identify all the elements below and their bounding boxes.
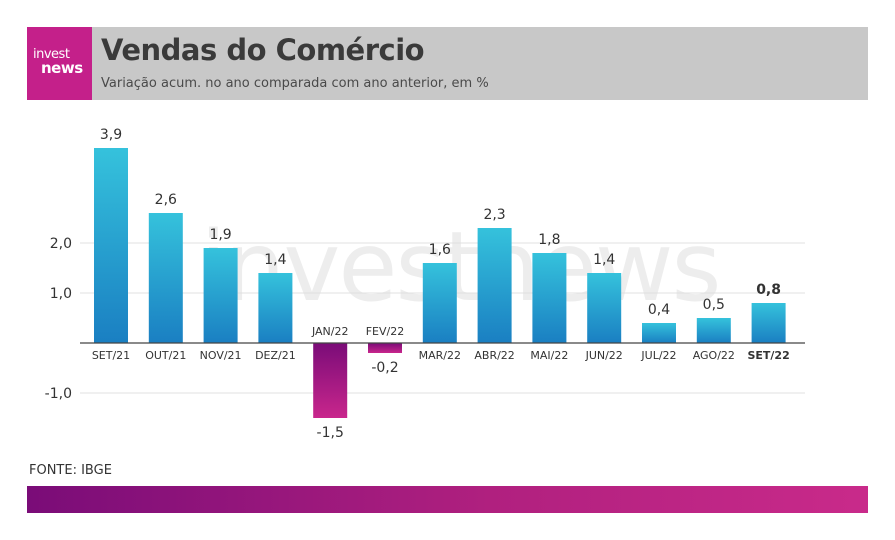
bar-dez-21 (258, 273, 293, 343)
category-label: JUN/22 (585, 349, 623, 362)
bar-jul-22 (642, 323, 676, 343)
investnews-logo: invest news (27, 27, 92, 100)
bar-jan-22 (313, 343, 348, 418)
bars (94, 148, 786, 418)
value-label: 2,6 (155, 192, 177, 208)
value-label: 1,9 (209, 227, 231, 243)
value-label: 0,4 (648, 302, 670, 318)
bar-out-21 (148, 213, 183, 343)
logo-text-invest: invest (33, 47, 70, 62)
category-label: MAI/22 (530, 349, 568, 362)
value-label: -1,5 (317, 425, 344, 441)
category-label: FEV/22 (366, 325, 405, 338)
category-label: NOV/21 (200, 349, 242, 362)
bar-set-21 (94, 148, 128, 343)
value-labels: 3,9 2,6 1,9 1,4 -1,5 -0,2 1,6 2,3 1,8 1,4 0,4 0,5 0,… (100, 127, 781, 441)
value-label: 3,9 (100, 127, 122, 143)
category-label: SET/22 (747, 349, 789, 362)
logo-text-news: news (41, 59, 83, 77)
bar-ago-22 (696, 318, 731, 343)
value-label: 1,8 (538, 232, 560, 248)
value-label: 0,5 (703, 297, 725, 313)
category-label: AGO/22 (693, 349, 735, 362)
y-tick-label: 1,0 (50, 286, 72, 302)
chart-header: invest news Vendas do Comércio Variação … (27, 27, 868, 100)
bar-jun-22 (587, 273, 622, 343)
chart-title: Vendas do Comércio (101, 33, 425, 67)
category-label: JAN/22 (311, 325, 349, 338)
category-label: MAR/22 (419, 349, 461, 362)
category-label: SET/21 (92, 349, 130, 362)
value-label: -0,2 (371, 360, 398, 376)
bar-fev-22 (368, 343, 402, 353)
chart-subtitle: Variação acum. no ano comparada com ano … (101, 76, 489, 91)
y-tick-label: 2,0 (50, 236, 72, 252)
footer-bar (27, 486, 868, 513)
category-labels: SET/21 OUT/21 NOV/21 DEZ/21 JAN/22 FEV/22 MAR/… (92, 325, 790, 362)
bar-abr-22 (477, 228, 512, 343)
value-label: 0,8 (756, 282, 781, 298)
value-label: 1,6 (429, 242, 451, 258)
bar-nov-21 (203, 248, 238, 343)
bar-mai-22 (532, 253, 567, 343)
bar-mar-22 (422, 263, 457, 343)
source-note: FONTE: IBGE (29, 463, 112, 478)
y-axis-ticks: -1,0 1,0 2,0 (45, 236, 72, 402)
category-label: JUL/22 (640, 349, 676, 362)
value-label: 1,4 (593, 252, 615, 268)
y-tick-label: -1,0 (45, 386, 72, 402)
category-label: ABR/22 (474, 349, 514, 362)
value-label: 1,4 (264, 252, 286, 268)
bar-set-22 (751, 303, 786, 343)
category-label: DEZ/21 (255, 349, 296, 362)
category-label: OUT/21 (145, 349, 186, 362)
value-label: 2,3 (483, 207, 505, 223)
